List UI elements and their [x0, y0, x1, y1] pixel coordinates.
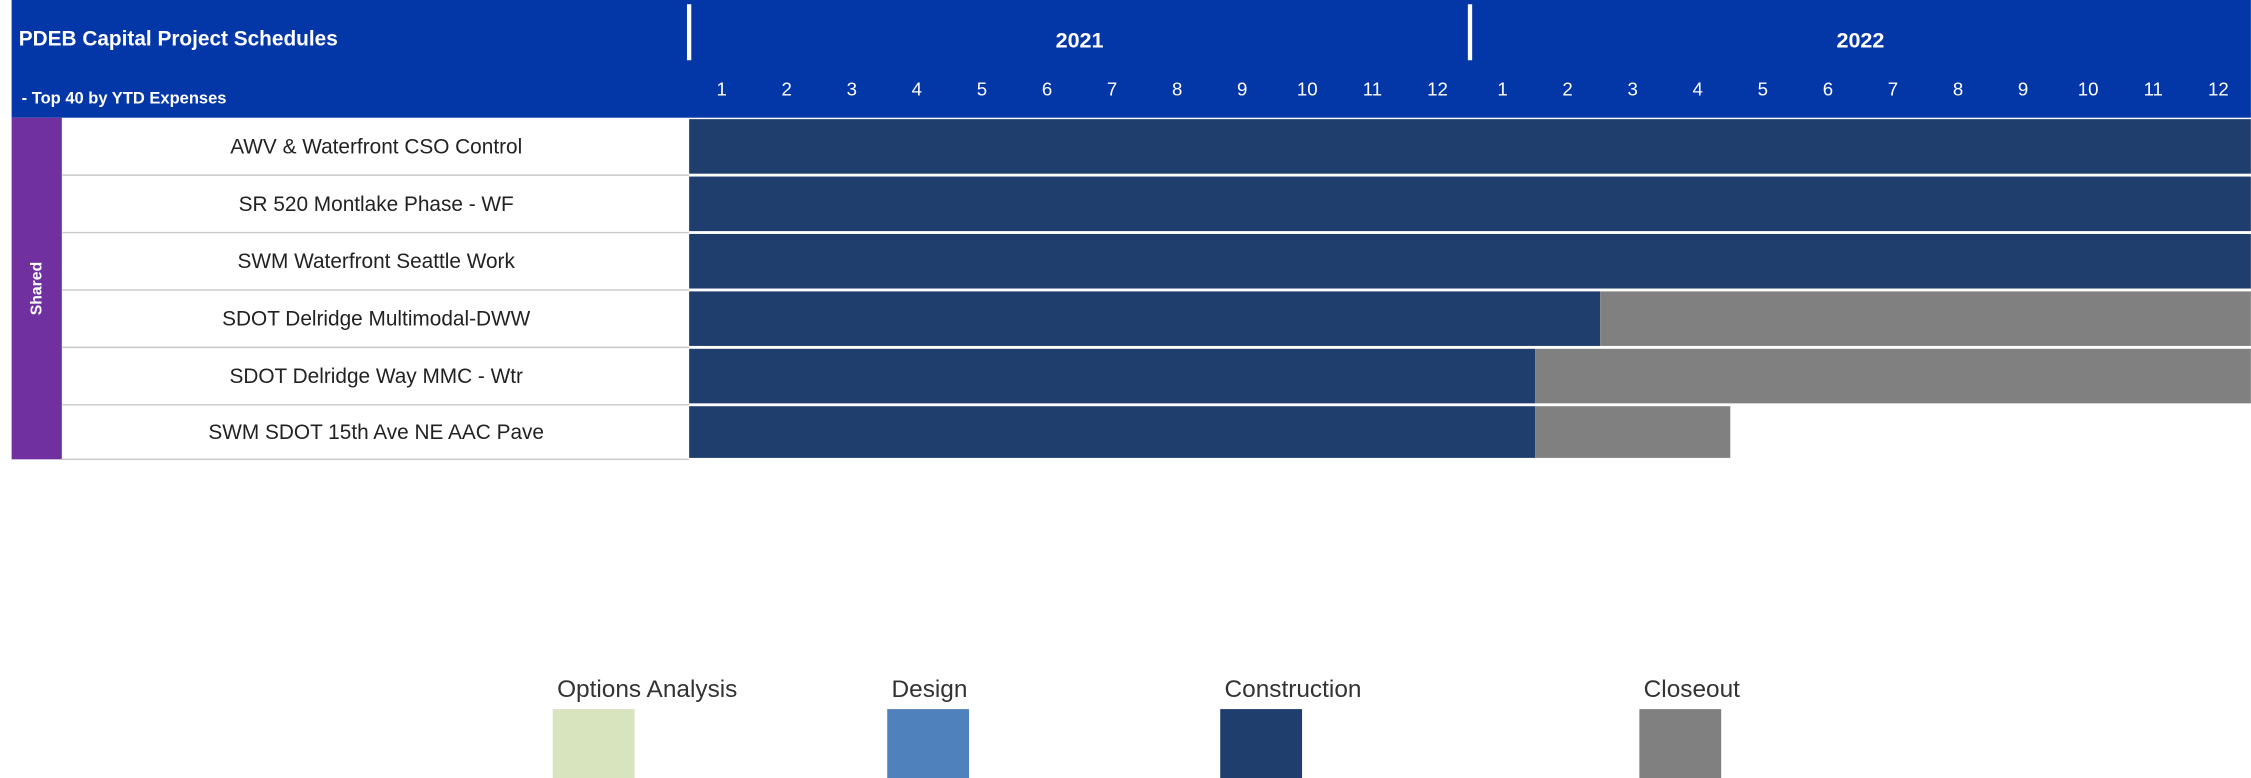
x-tick-label: 7	[1107, 78, 1117, 99]
task-name: SWM SDOT 15th Ave NE AAC Pave	[208, 421, 544, 444]
legend-swatch	[1220, 709, 1303, 778]
x-tick-label: 1	[716, 78, 726, 99]
legend-label: Design	[892, 676, 968, 703]
x-tick-label: 3	[847, 78, 857, 99]
x-tick-label: 12	[2208, 78, 2229, 99]
x-tick-label: 4	[1693, 78, 1703, 99]
group-band	[11, 117, 62, 460]
phase-bar	[1535, 406, 1731, 458]
task-name: AWV & Waterfront CSO Control	[230, 135, 522, 158]
x-tick-label: 1	[1497, 78, 1507, 99]
x-tick-label: 8	[1953, 78, 1963, 99]
chart-subtitle: - Top 40 by YTD Expenses	[22, 89, 227, 107]
legend-swatch	[887, 709, 970, 778]
x-tick-label: 11	[1363, 78, 1382, 99]
x-tick-label: 10	[1297, 78, 1318, 99]
phase-bar	[1600, 291, 2251, 346]
x-tick-label: 8	[1172, 78, 1182, 99]
x-tick-label: 2	[1562, 78, 1572, 99]
phase-bar	[689, 406, 1536, 458]
phase-bar	[689, 119, 2251, 174]
x-tick-label: 11	[2144, 78, 2163, 99]
legend-label: Options Analysis	[557, 676, 737, 703]
year-label: 2022	[1836, 28, 1884, 52]
phase-bar	[689, 348, 1536, 404]
x-tick-label: 5	[977, 78, 987, 99]
legend-label: Closeout	[1644, 676, 1740, 703]
x-tick-label: 3	[1627, 78, 1637, 99]
group-label: Shared	[29, 262, 46, 315]
legend-swatch	[552, 709, 635, 778]
x-tick-label: 6	[1042, 78, 1052, 99]
phase-bar	[689, 291, 1601, 346]
x-tick-label: 5	[1758, 78, 1768, 99]
header-band	[11, 0, 2251, 118]
task-name: SR 520 Montlake Phase - WF	[239, 193, 514, 216]
x-tick-label: 7	[1888, 78, 1898, 99]
legend-label: Construction	[1225, 676, 1362, 703]
phase-bar	[1535, 348, 2251, 404]
phase-bar	[689, 233, 2251, 289]
phase-bar	[689, 176, 2251, 232]
legend-swatch	[1639, 709, 1722, 778]
task-name: SDOT Delridge Way MMC - Wtr	[229, 365, 523, 388]
x-tick-label: 9	[1237, 78, 1247, 99]
x-tick-label: 10	[2078, 78, 2099, 99]
x-tick-label: 12	[1427, 78, 1448, 99]
chart-title: PDEB Capital Project Schedules	[19, 28, 338, 51]
year-label: 2021	[1056, 28, 1104, 52]
x-tick-label: 6	[1823, 78, 1833, 99]
task-name: SWM Waterfront Seattle Work	[238, 250, 516, 273]
x-tick-label: 2	[782, 78, 792, 99]
x-tick-label: 9	[2018, 78, 2028, 99]
task-name: SDOT Delridge Multimodal-DWW	[222, 308, 531, 331]
x-tick-label: 4	[912, 78, 922, 99]
